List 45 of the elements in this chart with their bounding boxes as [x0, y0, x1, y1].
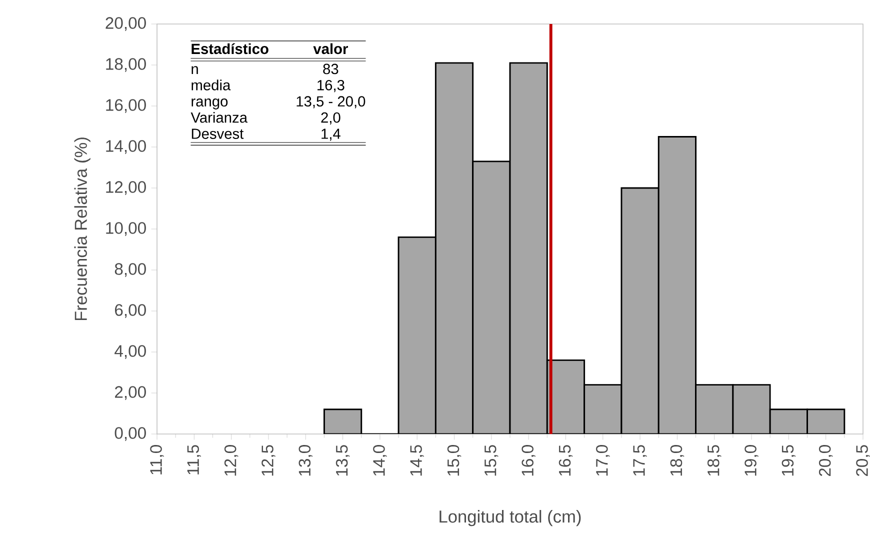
x-axis-title: Longitud total (cm)	[440, 510, 581, 526]
annotation: n	[192, 66, 198, 74]
annotation: media	[192, 80, 231, 90]
annotation: Desvest	[192, 128, 244, 139]
x-tick-label: 16,5	[558, 445, 573, 476]
x-tick-label: 15,5	[484, 445, 498, 476]
annotation: 16,3	[318, 80, 344, 92]
x-tick-label: 15,0	[447, 445, 462, 476]
x-tick-label: 20,0	[818, 445, 833, 476]
x-tick-label: 18,0	[670, 445, 684, 476]
annotation: 2,0	[321, 112, 340, 124]
y-tick-label: 6,00	[115, 304, 146, 318]
x-tick-label: 20,5	[856, 445, 870, 476]
annotation: 13,5 - 20,0	[296, 96, 366, 108]
x-tick-label: 16,0	[522, 445, 536, 476]
x-tick-label: 14,5	[410, 445, 424, 476]
x-tick-label: 13,5	[336, 445, 350, 476]
x-tick-label: 19,0	[744, 445, 758, 476]
x-tick-label: 19,5	[782, 445, 796, 476]
y-tick-label: 2,00	[115, 386, 146, 400]
y-axis-title: Frecuencia Relativa (%)	[74, 138, 90, 320]
y-tick-label: 14,00	[106, 140, 146, 154]
annotation: Varianza	[190, 112, 248, 123]
x-tick-label: 11,5	[187, 445, 201, 474]
x-tick-label: 12,0	[224, 445, 238, 476]
x-tick-label: 11,0	[150, 445, 164, 474]
x-tick-label: 18,5	[707, 445, 722, 476]
x-tick-label: 13,0	[298, 445, 313, 476]
annotation: 1,4	[322, 128, 340, 141]
x-tick-label: 17,5	[633, 445, 647, 476]
y-tick-label: 16,00	[106, 99, 146, 113]
annotation: Estadístico	[192, 43, 268, 54]
y-tick-label: 0,00	[114, 427, 146, 441]
y-tick-label: 20,00	[106, 17, 146, 31]
y-tick-label: 8,00	[114, 263, 146, 277]
annotation: valor	[313, 43, 348, 54]
x-tick-label: 12,5	[262, 445, 276, 476]
annotation: 83	[323, 64, 338, 74]
x-tick-label: 14,0	[373, 445, 387, 476]
y-tick-label: 10,00	[106, 222, 146, 236]
x-tick-label: 17,0	[596, 445, 610, 476]
y-tick-label: 18,00	[106, 58, 146, 72]
y-tick-label: 4,00	[114, 345, 146, 359]
annotation: rango	[192, 98, 228, 110]
y-tick-label: 12,00	[106, 181, 146, 195]
